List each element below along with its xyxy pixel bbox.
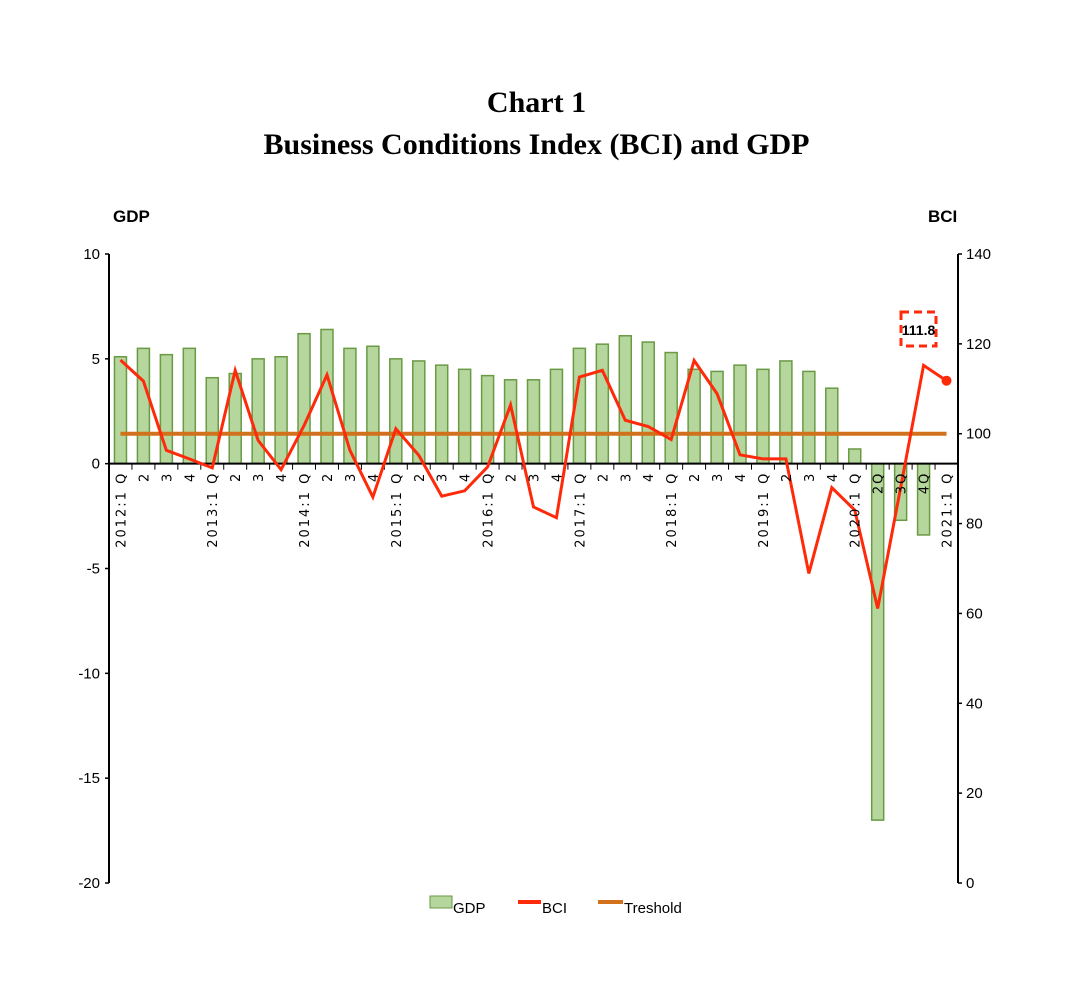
chart-subtitle: Business Conditions Index (BCI) and GDP (263, 128, 810, 161)
category-label: 3 (252, 472, 267, 482)
category-label: 2 (137, 472, 152, 482)
category-label: 4 (367, 472, 382, 482)
category-label: 4 (550, 472, 565, 482)
right-tick-label: 60 (966, 605, 983, 622)
gdp-bar (113, 355, 128, 465)
annotation-label: 111.8 (902, 322, 936, 338)
left-tick-label: -15 (78, 770, 100, 787)
category-label: 2015:1 Q (390, 472, 405, 548)
gdp-bar (320, 328, 334, 465)
gdp-bar (549, 368, 564, 465)
gdp-bar (457, 368, 472, 465)
left-tick-label: -20 (78, 875, 100, 892)
category-label: 2 (413, 472, 428, 482)
left-tick-label: 5 (92, 351, 100, 368)
legend-swatch-gdp (429, 895, 453, 909)
gdp-bar (595, 343, 610, 465)
category-label: 2013:1 Q (206, 472, 221, 548)
left-tick-label: -5 (87, 561, 100, 578)
category-label: 4 (183, 472, 198, 482)
category-label: 3Q (895, 472, 910, 495)
right-tick-label: 100 (966, 426, 991, 443)
category-label: 2018:1 Q (665, 472, 680, 548)
right-tick-label: 40 (966, 695, 983, 712)
gdp-bar (779, 360, 793, 465)
category-label: 2019:1 Q (757, 472, 772, 548)
category-label: 2014:1 Q (298, 472, 313, 548)
annotation-box (899, 310, 938, 348)
bci-line (119, 357, 948, 609)
category-label: 2012:1 Q (114, 472, 129, 548)
category-label: 3 (619, 472, 634, 482)
gdp-bar (526, 379, 541, 465)
gdp-bar (389, 358, 403, 465)
category-label: 3 (436, 472, 451, 482)
category-label: 4 (459, 472, 474, 482)
gdp-bar (687, 368, 701, 465)
left-tick-label: 0 (92, 456, 100, 473)
annotation: 111.8 (899, 310, 938, 348)
category-label: 3 (344, 472, 359, 482)
gdp-bar (756, 368, 770, 465)
left-tick-label: 10 (83, 246, 100, 263)
gdp-bar (825, 387, 839, 465)
left-tick-label: -10 (78, 665, 100, 682)
category-label: 2 (688, 472, 703, 482)
legend-label-gdp: GDP (453, 900, 486, 917)
right-tick-label: 20 (966, 785, 983, 802)
gdp-bar (182, 347, 197, 465)
gdp-bar (366, 345, 380, 465)
category-label: 2 (596, 472, 611, 482)
category-label: 3 (711, 472, 726, 482)
gdp-bar (802, 370, 816, 465)
gdp-bar (870, 462, 885, 821)
right-tick-label: 120 (966, 336, 991, 353)
category-label: 3 (528, 472, 543, 482)
right-tick-label: 80 (966, 516, 983, 533)
gdp-bar (480, 374, 495, 465)
category-label: 4 (275, 472, 290, 482)
gdp-bar (733, 364, 747, 465)
category-label: 2017:1 Q (573, 472, 588, 548)
legend: GDP BCI Treshold (429, 895, 682, 917)
chart-title: Chart 1 (486, 86, 587, 119)
gdp-bar (434, 364, 449, 465)
category-label: 4 (734, 472, 749, 482)
category-label: 3 (160, 472, 175, 482)
category-label: 2021:1 Q (941, 472, 956, 548)
gdp-bar (136, 347, 151, 465)
category-label: 2 (321, 472, 336, 482)
category-label: 2016:1 Q (482, 472, 497, 548)
legend-label-bci: BCI (542, 900, 567, 917)
right-tick-label: 0 (966, 875, 974, 892)
category-label: 4 (642, 472, 657, 482)
gdp-bar (641, 341, 655, 465)
category-label: 2 (780, 472, 795, 482)
right-axis-title: BCI (928, 207, 957, 226)
gdp-bar (664, 351, 678, 465)
left-axis-title: GDP (113, 207, 150, 226)
gdp-bar (847, 448, 862, 465)
category-label: 2 (505, 472, 520, 482)
category-label: 2Q (872, 472, 887, 495)
gdp-bar (274, 355, 288, 465)
right-tick-label: 140 (966, 246, 991, 263)
category-label: 2 (229, 472, 244, 482)
category-label: 4Q (918, 472, 933, 495)
gdp-bar (618, 335, 633, 465)
legend-label-treshold: Treshold (624, 900, 682, 917)
category-label: 4 (826, 472, 841, 482)
bci-point (941, 375, 952, 386)
category-label: 2020:1 Q (849, 472, 864, 548)
gdp-bar (297, 332, 311, 465)
category-label: 3 (803, 472, 818, 482)
